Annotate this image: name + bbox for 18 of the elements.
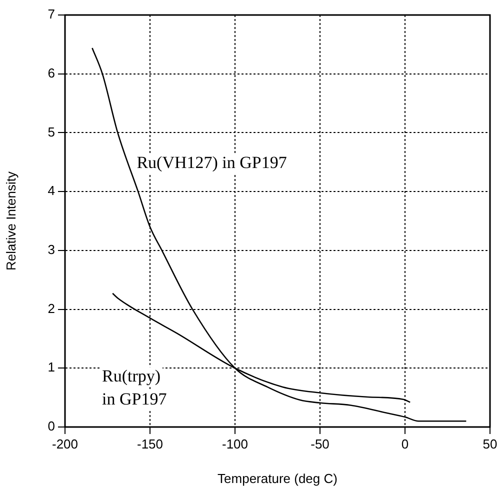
y-tick-label: 7 [48,6,55,22]
series-label: Ru(trpy) in GP197 [102,366,168,409]
y-tick-label: 0 [48,418,55,434]
y-tick-label: 2 [48,300,55,316]
y-axis-title: Relative Intensity [3,171,18,270]
x-tick-label: 0 [401,436,409,452]
x-tick-label: -150 [136,436,164,452]
x-tick-label: 50 [482,436,498,452]
series-label: Ru(VH127) in GP197 [136,153,288,172]
y-tick-label: 3 [48,242,55,258]
x-tick-label: -200 [52,436,78,452]
x-tick-label: -100 [222,436,248,452]
y-tick-label: 6 [48,65,55,80]
y-tick-label: 4 [48,183,55,198]
x-tick-label: -50 [310,436,330,452]
y-tick-label: 1 [48,360,55,375]
y-tick-label: 5 [48,124,55,140]
x-axis-title: Temperature (deg C) [218,470,338,486]
